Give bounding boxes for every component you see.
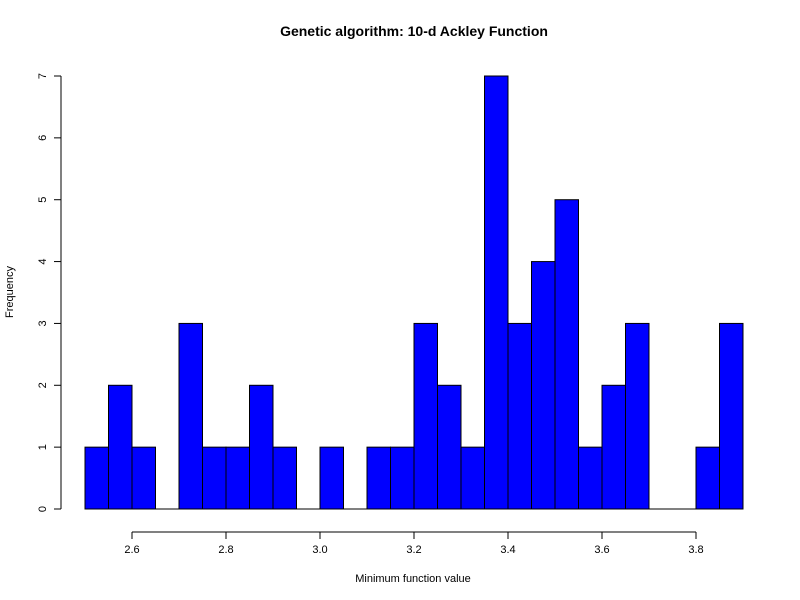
histogram-bar — [554, 199, 579, 510]
histogram-bar — [249, 384, 274, 510]
histogram-bar — [484, 75, 509, 510]
histogram-bar — [695, 446, 720, 510]
x-tick-label: 3.6 — [594, 544, 609, 556]
histogram-bar — [131, 446, 156, 510]
y-tick-label: 4 — [37, 259, 49, 265]
histogram-bar — [84, 446, 109, 510]
histogram-bar — [578, 446, 603, 510]
x-tick-label: 2.8 — [218, 544, 233, 556]
histogram-bar — [413, 322, 438, 510]
histogram-bar — [178, 322, 203, 510]
y-tick-label: 0 — [37, 506, 49, 512]
histogram-bar — [202, 446, 227, 510]
histogram-bar — [366, 446, 391, 510]
x-tick-label: 3.0 — [312, 544, 327, 556]
y-axis: 0 1 2 3 4 5 6 7 — [37, 73, 62, 512]
y-tick-label: 5 — [37, 197, 49, 203]
x-tick-label: 3.2 — [406, 544, 421, 556]
histogram-bar — [507, 322, 532, 510]
x-tick-label: 3.4 — [500, 544, 515, 556]
histogram-bar — [319, 446, 344, 510]
x-axis-label: Minimum function value — [355, 573, 471, 585]
histogram-bar — [460, 446, 485, 510]
histogram-bar — [601, 384, 626, 510]
histogram-bar — [390, 446, 415, 510]
x-tick-label: 3.8 — [688, 544, 703, 556]
y-tick-label: 6 — [37, 135, 49, 141]
histogram-bar — [531, 261, 556, 510]
bars-group — [84, 75, 744, 510]
y-axis-label: Frequency — [4, 266, 16, 318]
y-tick-label: 1 — [37, 444, 49, 450]
y-tick-label: 2 — [37, 382, 49, 388]
histogram-bar — [272, 446, 297, 510]
x-tick-label: 2.6 — [124, 544, 139, 556]
histogram-bar — [108, 384, 133, 510]
histogram-bar — [437, 384, 462, 510]
histogram-bar — [225, 446, 250, 510]
chart-title: Genetic algorithm: 10-d Ackley Function — [280, 23, 548, 39]
y-tick-label: 7 — [37, 73, 49, 79]
x-axis: 2.6 2.8 3.0 3.2 3.4 3.6 3.8 — [124, 531, 704, 556]
histogram-bar — [625, 322, 650, 510]
histogram-bar — [719, 322, 744, 510]
y-tick-label: 3 — [37, 320, 49, 326]
